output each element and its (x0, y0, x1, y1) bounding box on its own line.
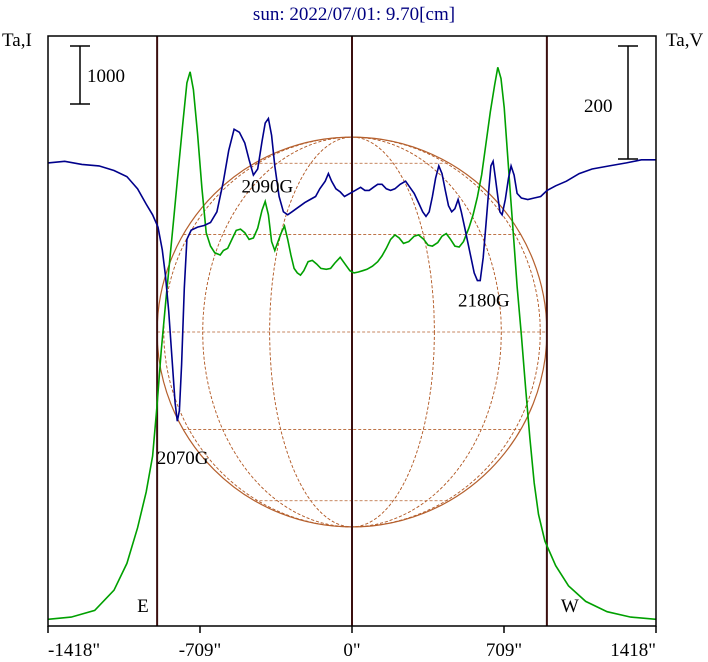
chart-title: sun: 2022/07/01: 9.70[cm] (253, 4, 455, 25)
limb-label-w: W (561, 596, 579, 617)
x-tick-label: 709" (486, 640, 522, 661)
x-tick-label: -1418" (48, 640, 100, 661)
scale-bar-right-label: 200 (584, 96, 613, 117)
scale-bar-right: 200 (584, 45, 638, 160)
right-axis-label: Ta,V (666, 30, 703, 51)
series-ta-v-line (47, 116, 656, 422)
left-axis-label: Ta,I (2, 30, 32, 51)
scale-bar-left: 1000 (70, 45, 125, 105)
limb-label-e: E (137, 596, 149, 617)
annotation-label: 2180G (458, 291, 510, 312)
series-ta-i-line (47, 67, 657, 621)
x-axis-ticks: -1418" -709" 0" 709" 1418" (47, 626, 657, 661)
annotation-label: 2070G (157, 448, 209, 469)
limb-lines (156, 36, 548, 626)
x-tick-label: -709" (179, 640, 222, 661)
x-tick-label: 1418" (610, 640, 656, 661)
annotation-label: 2090G (241, 176, 293, 197)
x-tick-label: 0" (343, 640, 360, 661)
scale-bar-left-label: 1000 (87, 66, 125, 87)
annotations: 2090G 2070G 2180G (157, 176, 510, 469)
